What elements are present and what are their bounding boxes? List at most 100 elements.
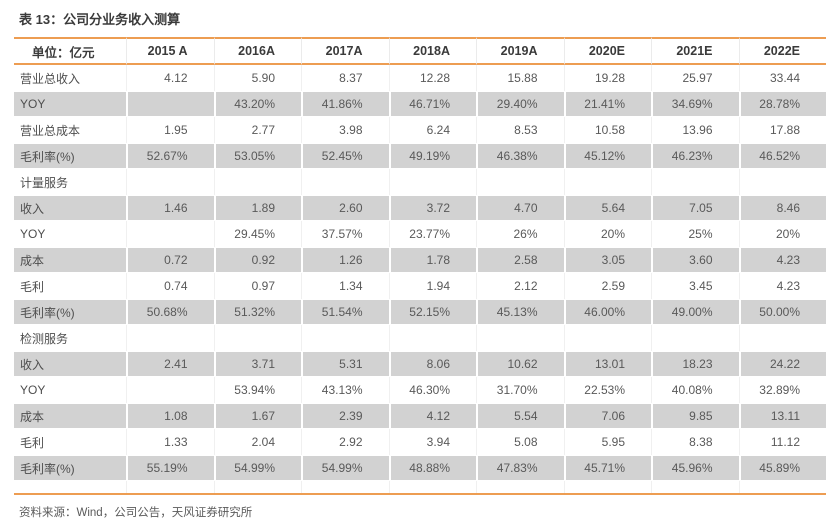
value-cell: 43.13% [301, 377, 389, 403]
spacer-row [14, 481, 826, 493]
value-cell: 2.39 [301, 403, 389, 429]
table-body: 营业总收入 4.12 5.90 8.37 12.28 15.88 19.28 25.97 33.… [14, 65, 826, 493]
value-cell [301, 325, 389, 351]
value-cell: 22.53% [563, 377, 651, 403]
value-cell: 45.12% [563, 143, 651, 169]
value-cell: 1.94 [388, 273, 476, 299]
row-label: 营业总成本 [14, 117, 126, 143]
value-cell: 52.67% [126, 143, 214, 169]
value-cell: 17.88 [738, 117, 826, 143]
value-cell [126, 221, 214, 247]
table-row: 收入 2.41 3.71 5.31 8.06 10.62 13.01 18.23 24.22 [14, 351, 826, 377]
value-cell: 5.95 [563, 429, 651, 455]
value-cell: 46.38% [476, 143, 564, 169]
column-header-2015A: 2015 A [126, 37, 214, 65]
value-cell: 46.23% [651, 143, 739, 169]
table-row: 收入 1.46 1.89 2.60 3.72 4.70 5.64 7.05 8.46 [14, 195, 826, 221]
value-cell: 20% [738, 221, 826, 247]
value-cell [301, 169, 389, 195]
value-cell: 20% [563, 221, 651, 247]
value-cell: 13.96 [651, 117, 739, 143]
value-cell: 1.26 [301, 247, 389, 273]
value-cell: 0.92 [213, 247, 301, 273]
value-cell: 2.12 [476, 273, 564, 299]
row-label: 成本 [14, 247, 126, 273]
spacer-cell [476, 481, 564, 493]
value-cell: 43.20% [213, 91, 301, 117]
value-cell: 3.45 [651, 273, 739, 299]
value-cell: 8.46 [738, 195, 826, 221]
row-label: YOY [14, 91, 126, 117]
value-cell: 5.31 [301, 351, 389, 377]
value-cell [388, 169, 476, 195]
table-header-row: 单位：亿元 2015 A 2016A 2017A 2018A 2019A 2020E 202… [14, 37, 826, 65]
value-cell: 19.28 [563, 65, 651, 91]
value-cell: 5.64 [563, 195, 651, 221]
value-cell: 45.71% [563, 455, 651, 481]
value-cell: 3.71 [213, 351, 301, 377]
source-note: 资料来源：Wind，公司公告，天风证券研究所 [19, 507, 253, 519]
value-cell: 52.15% [388, 299, 476, 325]
row-label: 毛利 [14, 273, 126, 299]
value-cell [738, 169, 826, 195]
value-cell: 53.94% [213, 377, 301, 403]
spacer-cell [651, 481, 739, 493]
value-cell: 8.53 [476, 117, 564, 143]
column-header-2020E: 2020E [563, 37, 651, 65]
value-cell: 4.23 [738, 247, 826, 273]
row-label: 成本 [14, 403, 126, 429]
row-label: 毛利率(%) [14, 299, 126, 325]
value-cell: 29.40% [476, 91, 564, 117]
row-label: 计量服务 [14, 169, 126, 195]
value-cell: 8.37 [301, 65, 389, 91]
value-cell: 2.77 [213, 117, 301, 143]
value-cell: 46.00% [563, 299, 651, 325]
value-cell: 1.34 [301, 273, 389, 299]
value-cell: 9.85 [651, 403, 739, 429]
value-cell [388, 325, 476, 351]
value-cell: 3.98 [301, 117, 389, 143]
value-cell [213, 169, 301, 195]
value-cell: 23.77% [388, 221, 476, 247]
row-label: YOY [14, 221, 126, 247]
value-cell: 7.06 [563, 403, 651, 429]
value-cell: 7.05 [651, 195, 739, 221]
row-label: 毛利率(%) [14, 143, 126, 169]
table-row: 毛利率(%) 52.67% 53.05% 52.45% 49.19% 46.38% 45.1… [14, 143, 826, 169]
table-row: YOY 43.20% 41.86% 46.71% 29.40% 21.41% 34.69% 2… [14, 91, 826, 117]
value-cell: 2.59 [563, 273, 651, 299]
value-cell: 46.52% [738, 143, 826, 169]
value-cell: 11.12 [738, 429, 826, 455]
value-cell: 28.78% [738, 91, 826, 117]
value-cell: 50.68% [126, 299, 214, 325]
value-cell: 51.54% [301, 299, 389, 325]
value-cell: 10.58 [563, 117, 651, 143]
value-cell: 25.97 [651, 65, 739, 91]
value-cell: 8.38 [651, 429, 739, 455]
value-cell: 6.24 [388, 117, 476, 143]
value-cell: 8.06 [388, 351, 476, 377]
value-cell: 1.08 [126, 403, 214, 429]
column-header-2016A: 2016A [213, 37, 301, 65]
value-cell: 54.99% [213, 455, 301, 481]
value-cell [213, 325, 301, 351]
value-cell [126, 377, 214, 403]
value-cell: 40.08% [651, 377, 739, 403]
value-cell: 33.44 [738, 65, 826, 91]
table-row: 毛利 0.74 0.97 1.34 1.94 2.12 2.59 3.45 4.23 [14, 273, 826, 299]
table-row: 成本 0.72 0.92 1.26 1.78 2.58 3.05 3.60 4.23 [14, 247, 826, 273]
value-cell: 1.46 [126, 195, 214, 221]
value-cell: 26% [476, 221, 564, 247]
value-cell: 12.28 [388, 65, 476, 91]
value-cell: 13.11 [738, 403, 826, 429]
value-cell: 3.94 [388, 429, 476, 455]
spacer-cell [738, 481, 826, 493]
value-cell: 2.04 [213, 429, 301, 455]
column-header-2021E: 2021E [651, 37, 739, 65]
value-cell: 53.05% [213, 143, 301, 169]
value-cell [126, 169, 214, 195]
row-label: 营业总收入 [14, 65, 126, 91]
value-cell: 45.89% [738, 455, 826, 481]
value-cell: 50.00% [738, 299, 826, 325]
value-cell: 0.97 [213, 273, 301, 299]
